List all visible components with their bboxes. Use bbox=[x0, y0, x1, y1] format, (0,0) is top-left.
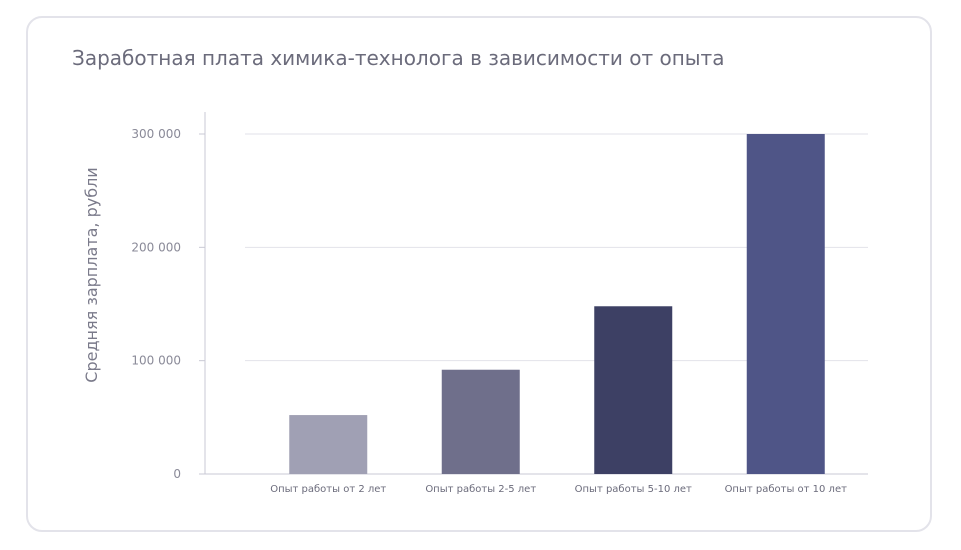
y-tick-label: 0 bbox=[173, 467, 181, 481]
bar bbox=[441, 369, 520, 474]
bar bbox=[289, 415, 368, 474]
x-tick-label: Опыт работы 2-5 лет bbox=[425, 484, 536, 495]
y-tick-label: 200 000 bbox=[131, 240, 181, 254]
x-tick-label: Опыт работы от 10 лет bbox=[725, 484, 848, 495]
bars bbox=[289, 134, 825, 474]
labels: 0 100 000 200 000 300 000 Опыт работы от 2 л… bbox=[131, 127, 847, 495]
x-tick-label: Опыт работы от 2 лет bbox=[270, 484, 386, 495]
chart-title: Заработная плата химика-технолога в зави… bbox=[72, 46, 725, 70]
bar bbox=[594, 306, 673, 474]
bar bbox=[746, 134, 825, 474]
y-tick-label: 300 000 bbox=[131, 127, 181, 141]
y-axis-title: Средняя зарплата, рубли bbox=[82, 167, 101, 382]
x-tick-label: Опыт работы 5-10 лет bbox=[575, 484, 692, 495]
y-tick-label: 100 000 bbox=[131, 354, 181, 368]
